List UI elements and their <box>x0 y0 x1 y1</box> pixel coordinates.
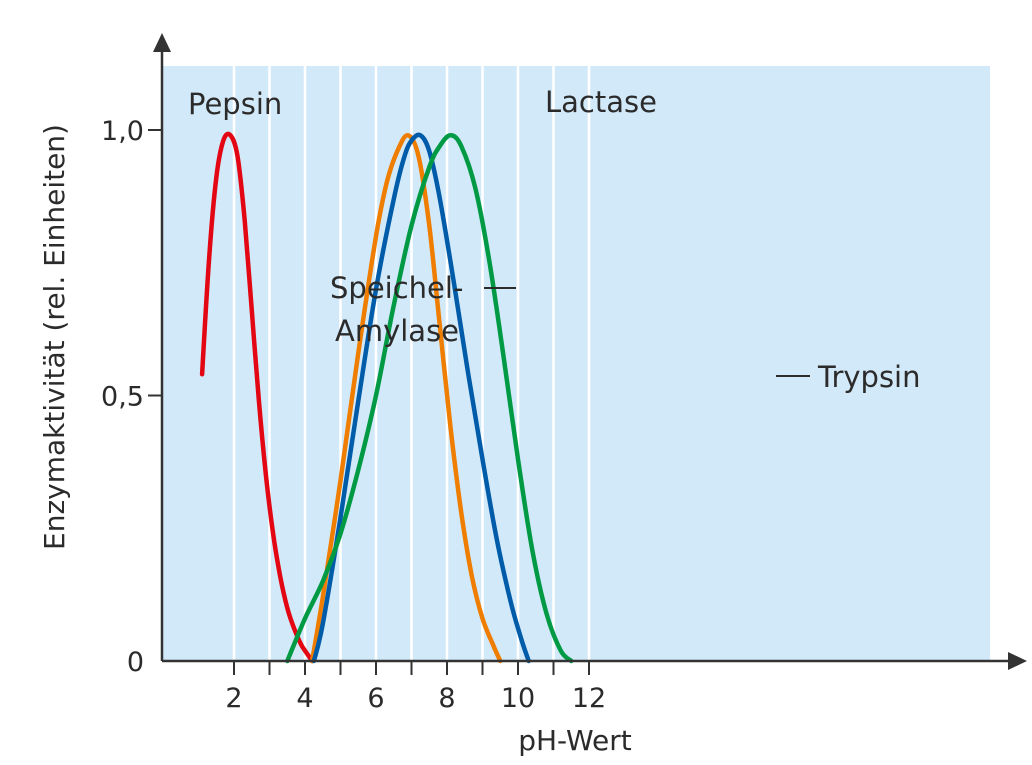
y-axis-arrow-icon <box>153 33 171 52</box>
x-tick-label: 8 <box>438 683 455 714</box>
series-labels: Pepsin Lactase Speichel- Amylase Trypsin <box>188 85 921 394</box>
series-lines <box>199 131 574 664</box>
series-label-amylase-line1: Speichel- <box>330 271 463 305</box>
series-line-pepsin <box>199 131 315 664</box>
x-tick-label: 2 <box>225 683 242 714</box>
x-axis-arrow-icon <box>1008 652 1027 670</box>
y-tick-label: 1,0 <box>101 116 144 147</box>
x-axis-ticks: 2 4 6 8 10 12 <box>225 661 606 714</box>
plot-background <box>162 66 990 661</box>
series-line-lactase <box>311 132 531 664</box>
series-line-speichel-amylase <box>309 133 503 664</box>
series-line-trypsin <box>285 133 574 664</box>
x-tick-label: 6 <box>367 683 384 714</box>
x-tick-label: 12 <box>572 683 606 714</box>
y-tick-label: 0,5 <box>101 382 144 413</box>
y-axis-title: Enzymaktivität (rel. Einheiten) <box>38 124 71 550</box>
vertical-gridlines <box>232 66 591 661</box>
x-tick-label: 10 <box>501 683 535 714</box>
series-label-pepsin: Pepsin <box>188 87 282 121</box>
axes <box>153 33 1027 670</box>
y-tick-label: 0 <box>127 647 144 678</box>
series-label-lactase: Lactase <box>545 85 657 119</box>
x-axis-title: pH-Wert <box>518 724 632 757</box>
series-label-amylase-line2: Amylase <box>335 314 459 348</box>
y-axis-ticks: 0 0,5 1,0 <box>101 116 162 678</box>
series-label-trypsin: Trypsin <box>817 360 921 394</box>
x-tick-label: 4 <box>296 683 313 714</box>
